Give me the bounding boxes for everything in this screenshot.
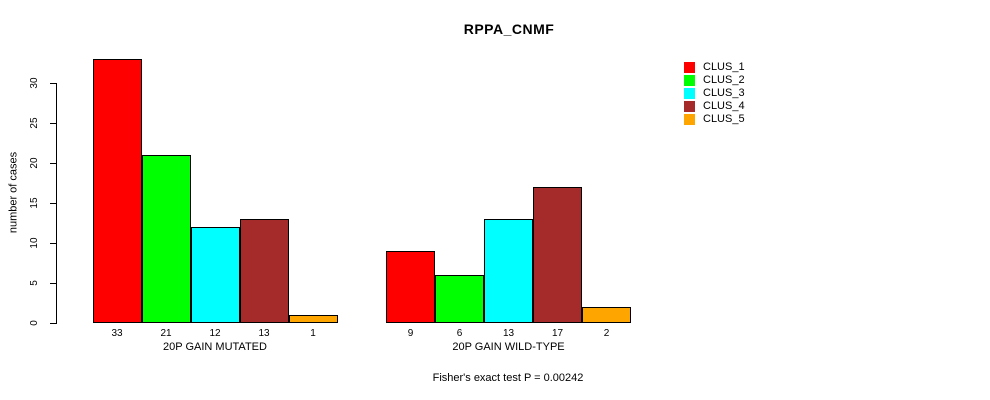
legend-swatch-icon [684,101,695,112]
legend-row: CLUS_4 [684,100,745,113]
y-tick-label: 5 [29,280,40,286]
legend-swatch-icon [684,62,695,73]
legend-row: CLUS_1 [684,61,745,74]
y-tick [50,123,57,124]
bar-clus_3-1 [190,227,240,323]
legend-swatch-icon [684,114,695,125]
legend-label: CLUS_4 [703,100,745,112]
bar-value-label: 17 [551,328,564,339]
bar-value-label: 13 [258,328,270,339]
legend-swatch-icon [684,88,695,99]
bar-value-label: 12 [209,328,221,339]
bar-value-label: 1 [310,328,316,339]
legend: CLUS_1 CLUS_2 CLUS_3 CLUS_4 CLUS_5 [684,61,745,126]
group-label: 20P GAIN WILD-TYPE [452,341,565,353]
bar-value-label: 6 [456,328,463,339]
bar-clus_2-1 [141,155,191,323]
y-tick-label: 15 [29,197,40,209]
y-tick [50,83,57,84]
y-tick [50,243,57,244]
chart-title: RPPA_CNMF [463,21,555,37]
legend-label: CLUS_2 [703,74,745,86]
y-tick [50,323,57,324]
bar-clus_5-1 [288,315,338,323]
legend-row: CLUS_2 [684,74,745,87]
bar-clus_5-2 [582,307,631,323]
y-tick-label: 30 [29,77,40,89]
bar-value-label: 33 [111,328,123,339]
bar-value-label: 9 [407,328,414,339]
y-tick [50,163,57,164]
bar-clus_2-2 [435,275,484,323]
y-tick [50,283,57,284]
bar-value-label: 13 [502,328,515,339]
y-axis-label: number of cases [7,151,20,234]
bar-value-label: 2 [603,328,610,339]
legend-label: CLUS_3 [703,87,745,99]
bar-clus_4-1 [239,219,289,323]
bar-clus_1-2 [386,251,435,323]
legend-row: CLUS_3 [684,87,745,100]
bar-value-label: 21 [160,328,172,339]
bar-clus_3-2 [484,219,533,323]
bar-clus_1-1 [92,59,142,323]
y-tick [50,203,57,204]
y-tick-label: 20 [29,157,40,169]
footer-note: Fisher's exact test P = 0.00242 [432,372,584,384]
legend-row: CLUS_5 [684,113,745,126]
legend-swatch-icon [684,75,695,86]
bar-clus_4-2 [533,187,582,323]
y-tick-label: 10 [29,237,40,249]
legend-label: CLUS_5 [703,113,745,125]
legend-label: CLUS_1 [703,61,745,73]
y-tick-label: 0 [29,320,40,326]
y-tick-label: 25 [29,117,40,129]
group-label: 20P GAIN MUTATED [163,341,267,353]
